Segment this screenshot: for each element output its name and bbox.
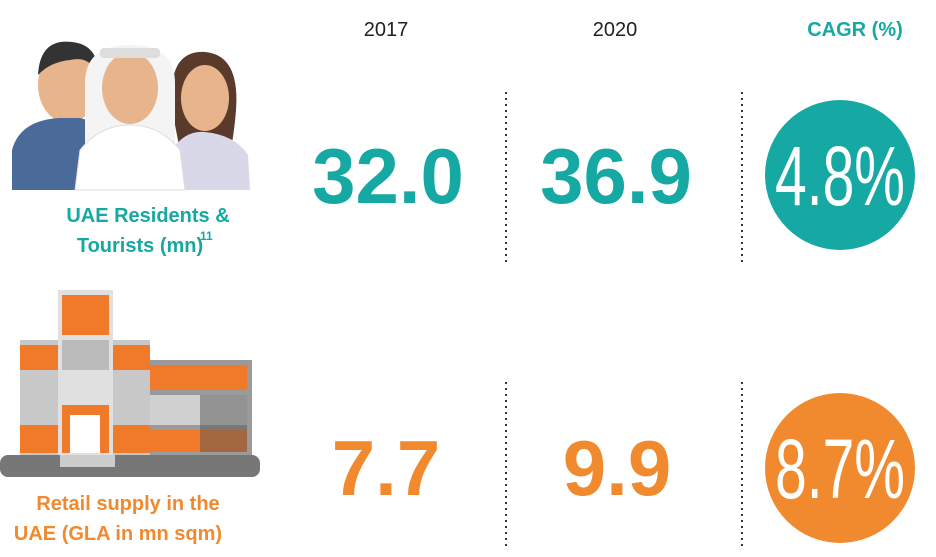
- value-2020: 36.9: [540, 132, 692, 220]
- building-icon: [0, 290, 260, 477]
- cagr-value: 8.7%: [775, 422, 905, 516]
- value-2017: 32.0: [312, 132, 464, 220]
- column-header: CAGR (%): [807, 19, 903, 41]
- cagr-circle: [765, 100, 915, 250]
- column-header: 2020: [593, 19, 638, 41]
- row-label: UAE (GLA in mn sqm): [14, 523, 222, 545]
- value-2017: 7.7: [332, 424, 440, 512]
- cagr-value: 4.8%: [775, 129, 905, 223]
- value-2020: 9.9: [563, 424, 671, 512]
- people-icon: [12, 41, 250, 191]
- row-label: UAE Residents &: [66, 205, 229, 227]
- row-label: Tourists (mn): [77, 235, 203, 257]
- column-header: 2017: [364, 19, 409, 41]
- cagr-circle: [765, 393, 915, 543]
- footnote: 11: [200, 229, 213, 243]
- row-label: Retail supply in the: [36, 493, 219, 515]
